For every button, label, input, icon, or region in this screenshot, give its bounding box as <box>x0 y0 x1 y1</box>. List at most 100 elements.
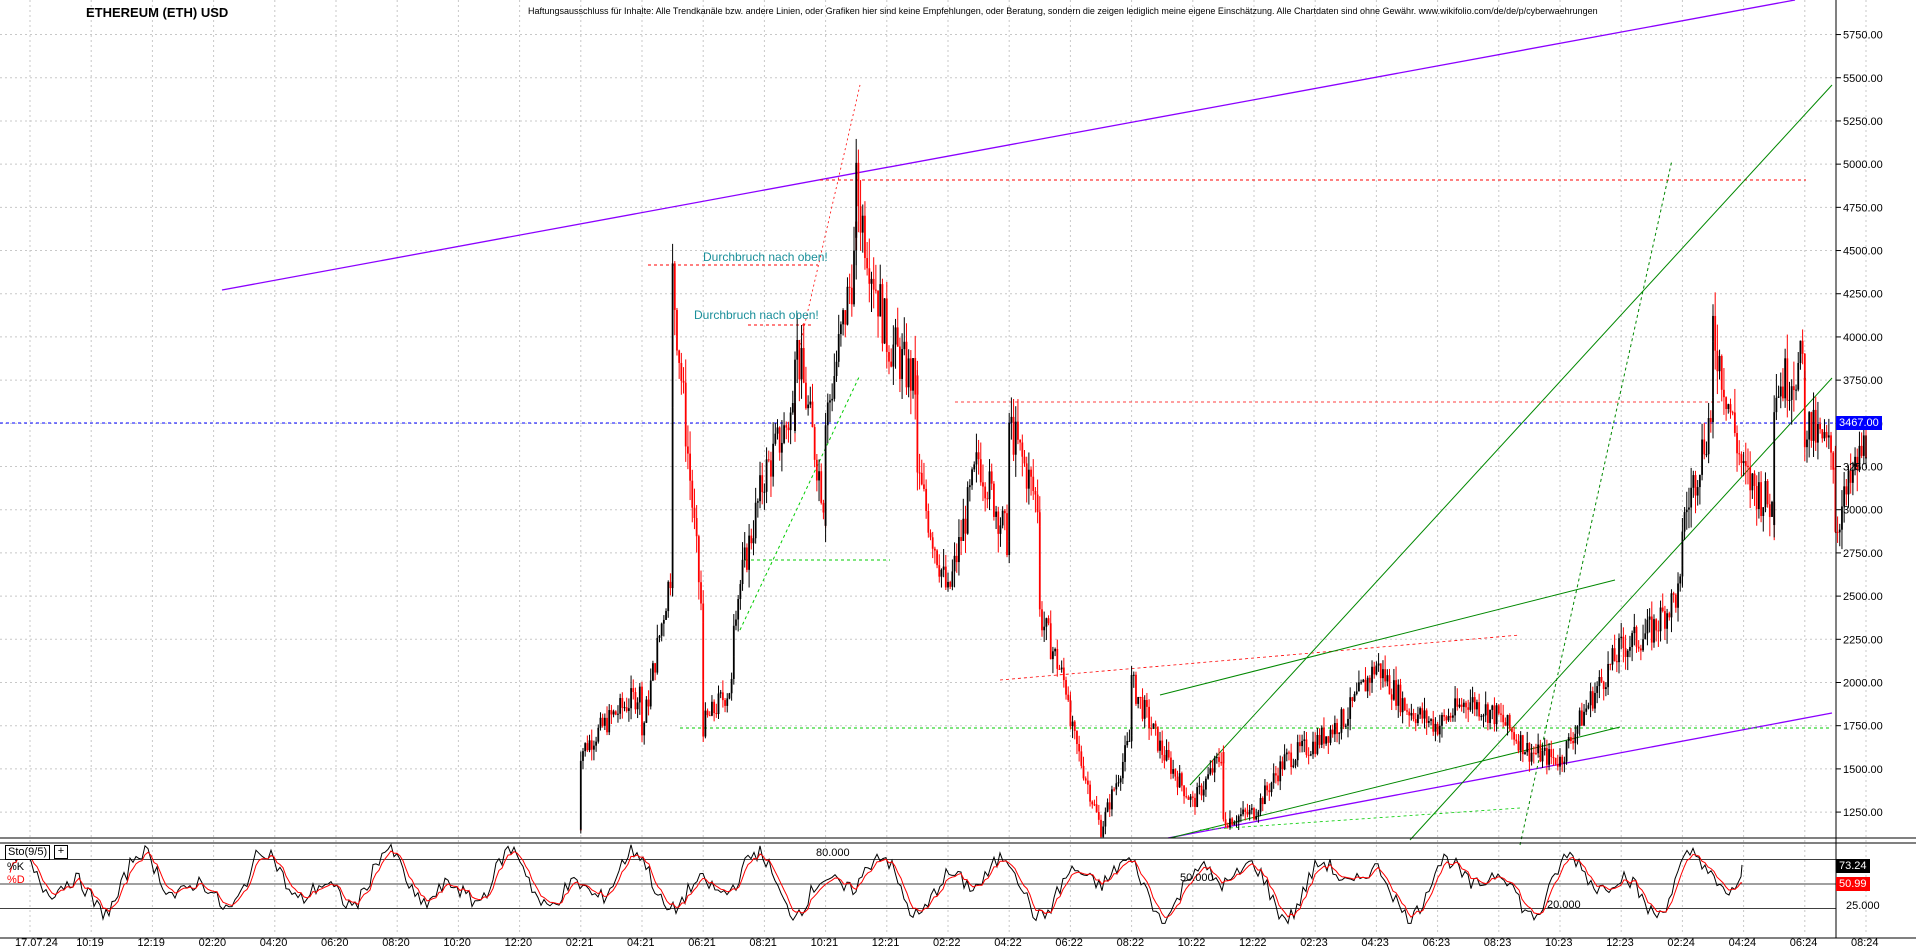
candle-body <box>1019 439 1022 443</box>
candle-body <box>584 743 587 752</box>
candle-body <box>1183 785 1185 797</box>
candle-body <box>1821 429 1824 439</box>
candle-body <box>647 699 650 707</box>
candle-body <box>1747 465 1749 468</box>
candle-body <box>1196 787 1199 807</box>
candle-body <box>907 358 910 388</box>
candle-body <box>1093 804 1096 806</box>
candle-body <box>1790 386 1793 400</box>
candle-body <box>964 518 967 534</box>
candle-body <box>958 537 960 563</box>
candle-body <box>1427 720 1430 723</box>
candle-body <box>756 501 759 503</box>
candle-body <box>883 298 886 344</box>
candle-body <box>1185 796 1188 798</box>
trend-lines <box>0 0 1836 846</box>
add-indicator-icon[interactable]: + <box>54 845 68 859</box>
candle-body <box>1163 754 1166 761</box>
candle-body <box>1449 715 1452 718</box>
candle-body <box>1347 718 1349 726</box>
y-tick-label: 2000.00 <box>1843 677 1883 689</box>
candle-body <box>1539 744 1542 762</box>
candle-body <box>1452 715 1454 718</box>
stochastic-k-label: %K <box>7 861 25 873</box>
candle-body <box>1392 680 1395 700</box>
candle-body <box>1045 618 1048 627</box>
candle-body <box>1856 456 1859 471</box>
candle-body <box>1587 705 1590 709</box>
candle-body <box>802 348 805 383</box>
y-tick-label: 2250.00 <box>1843 634 1883 646</box>
candle-body <box>1784 358 1787 399</box>
candle-body <box>739 584 742 600</box>
candle-body <box>1076 730 1078 745</box>
candle-body <box>929 532 932 538</box>
candle-body <box>1331 729 1334 735</box>
candle-body <box>649 680 652 707</box>
candle-body <box>772 443 775 477</box>
candle-body <box>1532 752 1535 754</box>
candle-body <box>912 358 914 391</box>
candle-body <box>1524 752 1526 755</box>
candle-body <box>1709 418 1712 423</box>
candle-body <box>1395 680 1397 706</box>
candle-body <box>746 547 748 570</box>
candle-body <box>1541 750 1544 762</box>
candle-body <box>1091 801 1094 805</box>
candle-body <box>1222 752 1225 780</box>
candle-body <box>1585 708 1588 712</box>
candle-body <box>1683 512 1686 532</box>
x-tick-label: 12:19 <box>137 937 165 948</box>
candle-body <box>1384 669 1387 682</box>
candle-body <box>925 488 928 511</box>
candle-body <box>1764 481 1767 508</box>
y-tick-label: 1250.00 <box>1843 807 1883 819</box>
channel-green-upper <box>1189 84 1833 786</box>
candle-body <box>1797 362 1800 390</box>
candle-body <box>1670 593 1673 618</box>
candle-body <box>1312 741 1314 755</box>
x-tick-label: 06:21 <box>688 937 716 948</box>
candle-body <box>680 362 683 381</box>
candle-body <box>1207 774 1209 779</box>
lower-trend-green-line <box>1169 726 1621 839</box>
candle-body <box>1736 433 1738 454</box>
x-tick-label: 10:20 <box>443 937 471 948</box>
candle-body <box>796 340 799 360</box>
candle-body <box>842 310 844 325</box>
candle-body <box>1489 709 1491 723</box>
candle-body <box>1191 796 1194 798</box>
candle-body <box>1650 616 1653 643</box>
candle-body <box>579 760 582 796</box>
candle-body <box>1583 711 1585 726</box>
candle-body <box>1239 814 1242 817</box>
candle-body <box>750 535 753 544</box>
candlestick-series <box>579 138 1867 838</box>
candle-body <box>1246 811 1249 815</box>
candle-body <box>700 582 702 604</box>
candle-body <box>1390 694 1393 700</box>
candle-body <box>1178 773 1181 788</box>
candle-body <box>1062 667 1065 681</box>
candle-body <box>691 480 694 508</box>
candle-body <box>776 427 779 434</box>
candle-body <box>1056 648 1059 669</box>
candle-body <box>741 559 744 585</box>
candle-body <box>1119 778 1122 783</box>
candle-body <box>785 425 788 428</box>
candle-body <box>597 727 600 742</box>
candle-body <box>1034 490 1037 495</box>
candle-body <box>1657 630 1660 632</box>
candle-body <box>1089 784 1091 802</box>
candle-body <box>1170 757 1172 774</box>
candle-body <box>1397 684 1400 706</box>
candle-body <box>1766 481 1769 505</box>
candle-body <box>1817 424 1819 443</box>
stochastic-level-50: 50.000 <box>1180 872 1214 884</box>
candle-body <box>774 433 777 444</box>
candle-body <box>1438 725 1441 735</box>
stochastic-name[interactable]: Sto(9/5) <box>5 845 51 860</box>
candle-body <box>1456 698 1459 707</box>
candle-body <box>968 485 971 488</box>
candle-body <box>1631 633 1634 648</box>
